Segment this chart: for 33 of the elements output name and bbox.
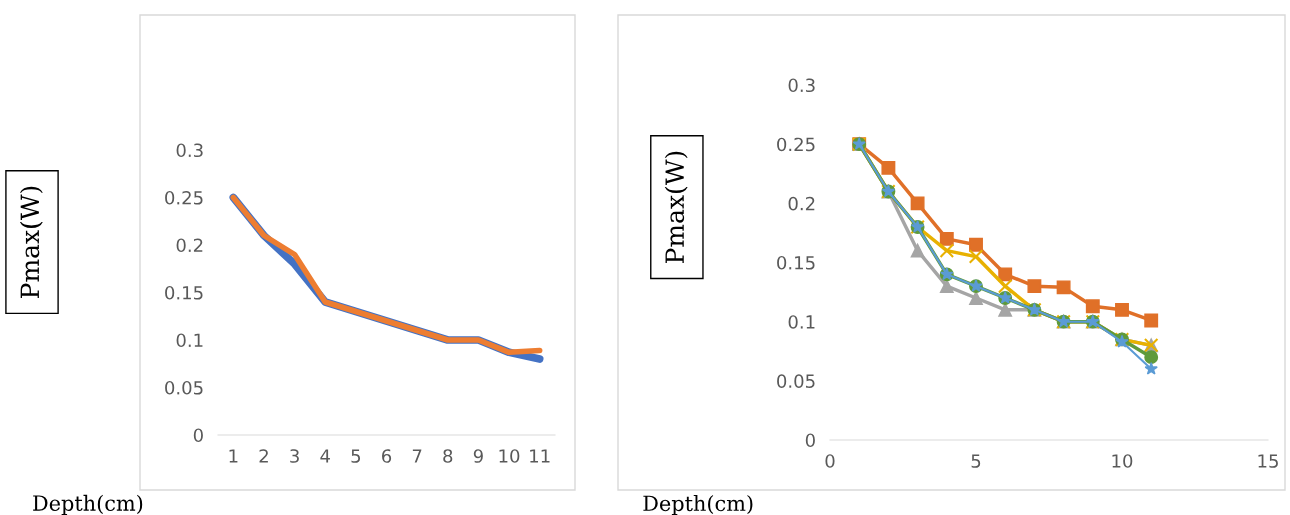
y-tick-label: 0.1 — [788, 315, 815, 329]
x-tick-label: 10 — [499, 449, 520, 463]
x-tick-label: 5 — [971, 454, 981, 468]
y-tick-label: 0.05 — [777, 374, 815, 388]
x-tick-label: 4 — [320, 449, 330, 463]
x-tick-label: 2 — [259, 449, 268, 463]
x-tick-label: 7 — [412, 449, 422, 463]
y-axis-title: Pmax(W) — [19, 186, 43, 299]
y-tick-label: 0.2 — [788, 196, 815, 211]
y-tick-label: 0.15 — [165, 285, 203, 300]
y-tick-label: 0.3 — [788, 78, 815, 93]
x-tick-label: 9 — [473, 449, 483, 463]
y-tick-label: 0.25 — [165, 190, 203, 205]
y-tick-label: 0.25 — [777, 137, 815, 152]
x-axis-title: Depth(cm) — [643, 495, 753, 515]
x-axis-title: Depth(cm) — [33, 494, 143, 515]
x-tick-label: 5 — [351, 449, 361, 463]
y-tick-label: 0 — [193, 428, 203, 443]
x-tick-label: 15 — [1258, 454, 1278, 468]
y-tick-label: 0.05 — [165, 380, 203, 395]
y-tick-label: 0.15 — [777, 255, 815, 270]
x-tick-label: 3 — [290, 449, 299, 463]
x-tick-label: 10 — [1112, 454, 1133, 468]
y-tick-label: 0.2 — [176, 238, 203, 253]
x-tick-label: 8 — [443, 449, 453, 463]
y-tick-label: 0 — [805, 433, 815, 448]
y-axis-title: Pmax(W) — [664, 151, 688, 264]
x-tick-label: 1 — [229, 449, 238, 463]
x-tick-label: 6 — [382, 449, 392, 463]
y-tick-label: 0.1 — [176, 333, 203, 348]
x-tick-label: 11 — [530, 449, 550, 463]
y-tick-label: 0.3 — [176, 143, 203, 158]
x-tick-label: 0 — [825, 454, 835, 468]
